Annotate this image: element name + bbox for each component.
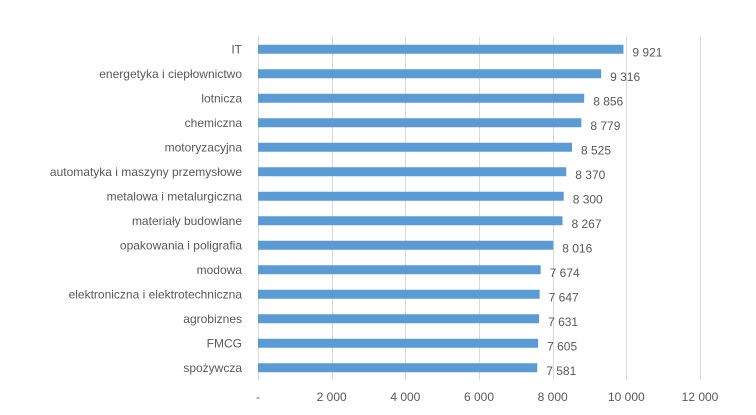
x-tick-label-5: 10 000 (608, 390, 645, 404)
x-tick-label-1: 2 000 (317, 390, 347, 404)
bar-13 (258, 363, 538, 373)
value-label-0: 9 921 (632, 45, 662, 59)
x-tick-label-3: 6 000 (464, 390, 494, 404)
bar-1 (258, 69, 602, 79)
category-label-12: FMCG (207, 336, 242, 350)
x-tick-label-6: 12 000 (682, 390, 719, 404)
value-label-6: 8 300 (573, 192, 603, 206)
value-label-11: 7 631 (548, 315, 578, 329)
bar-9 (258, 265, 541, 275)
bar-8 (258, 240, 554, 250)
category-label-6: metalowa i metalurgiczna (107, 189, 243, 203)
value-label-2: 8 856 (593, 94, 623, 108)
value-label-1: 9 316 (610, 70, 640, 84)
value-labels: 9 921 9 316 8 856 8 779 8 525 8 370 8 300 8 267… (546, 45, 663, 378)
value-label-12: 7 605 (547, 339, 577, 353)
category-label-13: spożywcza (183, 361, 242, 375)
category-label-7: materiały budowlane (132, 214, 242, 228)
category-label-4: motoryzacyjna (165, 140, 243, 154)
bar-10 (258, 289, 540, 299)
category-label-3: chemiczna (185, 116, 243, 130)
value-label-13: 7 581 (546, 364, 576, 378)
category-label-8: opakowania i poligrafia (120, 238, 242, 252)
value-label-3: 8 779 (590, 119, 620, 133)
bar-11 (258, 314, 540, 324)
gridlines (258, 37, 701, 380)
x-tick-label-0: - (256, 390, 260, 404)
bar-6 (258, 191, 564, 201)
bar-12 (258, 338, 539, 348)
bar-0 (258, 44, 624, 54)
value-label-9: 7 674 (550, 266, 580, 280)
bar-4 (258, 142, 573, 152)
value-label-5: 8 370 (575, 168, 605, 182)
value-label-7: 8 267 (572, 217, 602, 231)
category-label-1: energetyka i ciepłownictwo (99, 67, 242, 81)
category-label-10: elektroniczna i elektrotechniczna (69, 287, 243, 301)
category-label-2: lotnicza (201, 91, 242, 105)
bar-2 (258, 93, 585, 103)
category-label-5: automatyka i maszyny przemysłowe (50, 165, 242, 179)
category-label-11: agrobiznes (183, 312, 242, 326)
category-label-0: IT (231, 42, 242, 56)
x-tick-label-4: 8 000 (538, 390, 568, 404)
value-label-8: 8 016 (562, 241, 592, 255)
category-label-9: modowa (197, 263, 243, 277)
bar-7 (258, 216, 563, 226)
x-axis-tick-labels: - 2 000 4 000 6 000 8 000 10 000 12 000 (256, 390, 719, 404)
bar-3 (258, 118, 582, 128)
category-labels: IT energetyka i ciepłownictwo lotnicza chem… (50, 42, 243, 375)
x-tick-label-2: 4 000 (390, 390, 420, 404)
bar-5 (258, 167, 567, 177)
value-label-4: 8 525 (581, 143, 611, 157)
bars (258, 44, 624, 373)
value-label-10: 7 647 (549, 290, 579, 304)
